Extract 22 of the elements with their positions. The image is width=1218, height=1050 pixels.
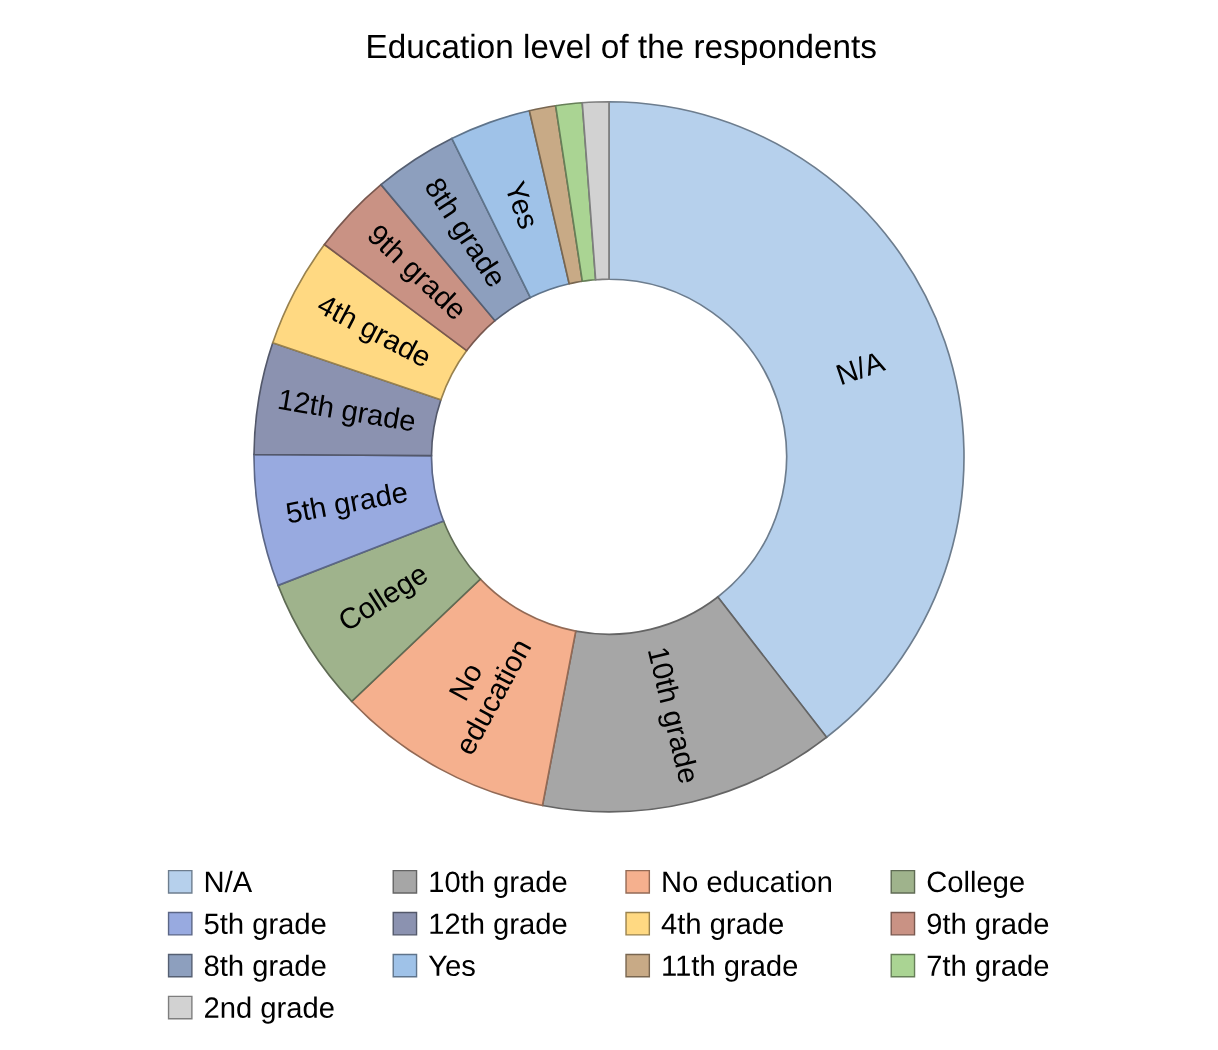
donut-slice [581,100,610,281]
slice-label: Yes [504,179,540,231]
legend-label: 12th grade [430,912,567,940]
legend-label: 11th grade [663,954,798,982]
legend-label: 5th grade [204,912,326,940]
legend-label: 7th grade [927,954,1049,982]
donut-slice [554,101,597,283]
legend-label: 4th grade [661,912,783,940]
legend-label: 2nd grade [205,996,334,1024]
legend-label: 9th grade [927,912,1049,940]
legend-label: Yes [428,955,475,977]
slice-label: N/A [835,349,887,386]
legend-label: N/A [205,870,253,893]
slice-label: 12th grade [277,388,417,438]
donut-slice [541,596,828,813]
legend-label: No education [663,870,832,893]
legend-label: 10th grade [430,870,567,898]
legend-label: College [927,870,1024,898]
slice-label: 10th grade [642,646,701,786]
chart-title: Education level of the respondents [368,33,876,65]
legend-label: 8th grade [204,954,326,982]
slice-label: 5th grade [285,480,409,530]
